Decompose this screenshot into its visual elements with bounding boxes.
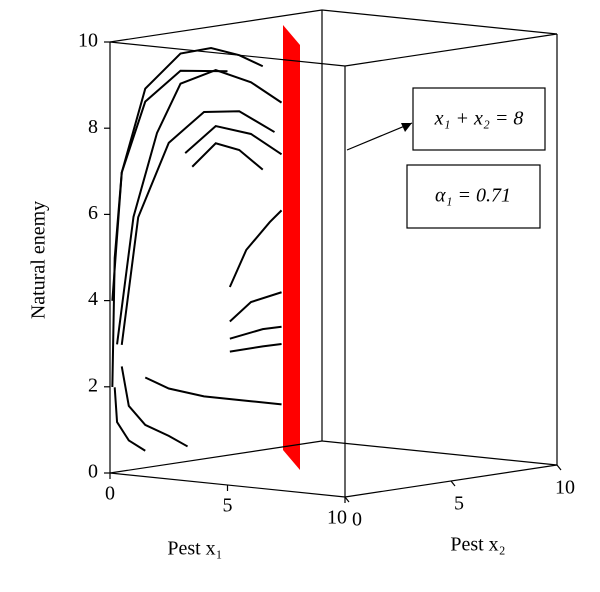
- z-axis-label: Natural enemy: [28, 201, 50, 319]
- z-tick-label: 8: [88, 116, 98, 138]
- plane: [283, 25, 300, 470]
- x-axis-label: Pest x₁: [167, 538, 222, 560]
- trajectory: [113, 387, 146, 452]
- trajectory: [120, 366, 189, 448]
- x-tick-label: 10: [327, 507, 347, 529]
- box-edge: [109, 41, 346, 67]
- z-tick-label: 0: [88, 461, 98, 483]
- annotation: x₁ + x₂ = 8: [434, 108, 524, 130]
- box-edge: [321, 9, 558, 35]
- annotation-box: [406, 164, 541, 229]
- box-edge: [109, 9, 323, 43]
- x2-tick: [450, 480, 456, 487]
- x-tick-label: 0: [105, 483, 115, 505]
- x2-tick: [344, 496, 350, 503]
- trajectory: [191, 142, 264, 171]
- box-edge: [321, 440, 558, 466]
- z-tick-label: 2: [88, 374, 98, 396]
- trajectory: [111, 69, 228, 388]
- x-tick-label: 5: [223, 495, 233, 517]
- z-tick-label: 6: [88, 202, 98, 224]
- z-tick-label: 4: [88, 288, 98, 310]
- x2-axis-label: Pest x₂: [450, 534, 505, 556]
- arrow-head: [401, 123, 412, 132]
- trajectory: [184, 124, 283, 156]
- box-edge: [344, 33, 558, 67]
- x2-tick-label: 10: [555, 477, 575, 499]
- trajectory: [116, 68, 283, 345]
- x2-tick-label: 5: [454, 493, 464, 515]
- trajectory: [120, 110, 276, 346]
- annotation-box: [412, 87, 546, 151]
- trajectory: [144, 376, 282, 406]
- x2-tick-label: 0: [352, 509, 362, 531]
- arrow: [346, 122, 413, 151]
- trajectory: [229, 342, 282, 353]
- annotation: α₁ = 0.71: [435, 185, 511, 207]
- box-edge: [109, 440, 323, 474]
- trajectory: [229, 325, 282, 340]
- trajectory: [229, 291, 282, 323]
- trajectory: [228, 209, 283, 288]
- x2-tick: [556, 464, 562, 471]
- z-tick-label: 10: [78, 30, 98, 52]
